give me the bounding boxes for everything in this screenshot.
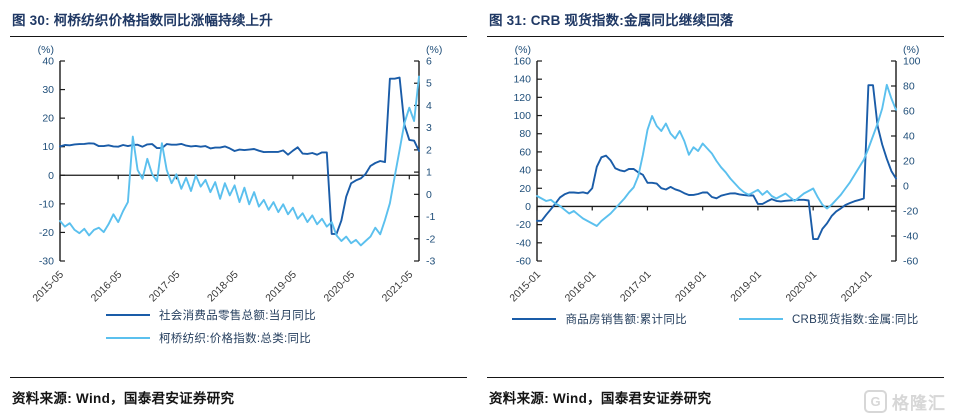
figure-30-title: 图 30: 柯桥纺织价格指数同比涨幅持续上升: [10, 0, 467, 37]
legend-line-swatch-light: [106, 336, 150, 340]
svg-text:30: 30: [42, 84, 54, 96]
svg-text:120: 120: [513, 92, 531, 104]
svg-text:20: 20: [903, 156, 915, 168]
svg-text:2016-05: 2016-05: [89, 269, 125, 305]
svg-text:-10: -10: [39, 198, 54, 210]
figure-30-legend: 社会消费品零售总额:当月同比 柯桥纺织:价格指数:总类:同比: [106, 307, 467, 346]
svg-text:60: 60: [519, 146, 531, 158]
svg-text:-40: -40: [516, 237, 531, 249]
svg-text:-60: -60: [903, 256, 918, 268]
svg-text:80: 80: [903, 81, 915, 93]
svg-text:2016-01: 2016-01: [563, 269, 599, 305]
svg-text:-60: -60: [516, 256, 531, 268]
legend-line-swatch-dark: [106, 313, 150, 317]
svg-text:2020-05: 2020-05: [321, 269, 357, 305]
legend-label: 社会消费品零售总额:当月同比: [159, 310, 316, 322]
svg-text:10: 10: [42, 141, 54, 153]
svg-text:-20: -20: [903, 206, 918, 218]
source-note-left: 资料来源: Wind，国泰君安证券研究: [10, 377, 467, 418]
line-chart-crb-metals: -60 -40 -20 0 20 40 60 80 100 120 140 160 -60 -40 -20 0…: [507, 44, 921, 305]
svg-text:(%): (%): [903, 44, 919, 56]
svg-text:20: 20: [519, 183, 531, 195]
figure-31-title: 图 31: CRB 现货指数:金属同比继续回落: [487, 0, 944, 37]
svg-text:80: 80: [519, 128, 531, 140]
svg-text:2018-05: 2018-05: [205, 269, 241, 305]
figure-30-chart-area: -30 -20 -10 0 10 20 30 40 -3 -2 -1 0 1 2 3 4 5 6 (%) (%) 201…: [10, 39, 467, 305]
svg-text:4: 4: [426, 100, 432, 112]
svg-text:0: 0: [426, 189, 432, 201]
svg-text:2015-01: 2015-01: [507, 269, 543, 305]
svg-text:100: 100: [513, 110, 531, 122]
source-text: 资料来源: Wind，国泰君安证券研究: [489, 391, 712, 406]
svg-text:2021-05: 2021-05: [380, 269, 416, 305]
legend-label: 商品房销售额:累计同比: [565, 314, 687, 326]
svg-text:2021-01: 2021-01: [839, 269, 875, 305]
source-text: 资料来源: Wind，国泰君安证券研究: [12, 391, 235, 406]
legend-item-housing-sales: 商品房销售额:累计同比: [512, 311, 687, 327]
legend-item-keqiao-textile: 柯桥纺织:价格指数:总类:同比: [106, 330, 467, 346]
svg-text:-40: -40: [903, 231, 918, 243]
svg-text:40: 40: [42, 56, 54, 68]
svg-text:(%): (%): [426, 44, 442, 56]
svg-text:1: 1: [426, 167, 432, 179]
svg-text:6: 6: [426, 56, 432, 68]
svg-text:40: 40: [903, 131, 915, 143]
svg-text:-20: -20: [516, 219, 531, 231]
svg-text:-2: -2: [426, 233, 435, 245]
legend-line-swatch-dark: [512, 317, 557, 321]
svg-text:2017-05: 2017-05: [147, 269, 183, 305]
legend-line-swatch-light: [738, 317, 783, 321]
svg-text:0: 0: [525, 201, 531, 213]
svg-text:-30: -30: [39, 256, 54, 268]
svg-text:2020-01: 2020-01: [784, 269, 820, 305]
legend-item-retail-sales: 社会消费品零售总额:当月同比: [106, 307, 467, 323]
svg-text:40: 40: [519, 165, 531, 177]
svg-text:140: 140: [513, 74, 531, 86]
legend-label: CRB现货指数:金属:同比: [791, 314, 919, 326]
svg-text:20: 20: [42, 113, 54, 125]
svg-text:2019-05: 2019-05: [263, 269, 299, 305]
svg-text:0: 0: [48, 170, 54, 182]
svg-text:2: 2: [426, 144, 432, 156]
svg-text:-3: -3: [426, 256, 435, 268]
svg-text:100: 100: [903, 56, 921, 68]
figure-31-legend: 商品房销售额:累计同比 CRB现货指数:金属:同比: [487, 311, 944, 327]
svg-text:0: 0: [903, 181, 909, 193]
svg-text:5: 5: [426, 78, 432, 90]
figure-31-panel: 图 31: CRB 现货指数:金属同比继续回落 -60 -40 -20 0 20 40 60…: [477, 0, 954, 418]
svg-text:2019-01: 2019-01: [728, 269, 764, 305]
svg-text:2017-01: 2017-01: [618, 269, 654, 305]
svg-text:2018-01: 2018-01: [673, 269, 709, 305]
legend-label: 柯桥纺织:价格指数:总类:同比: [159, 333, 312, 345]
source-note-right: 资料来源: Wind，国泰君安证券研究: [487, 377, 944, 418]
svg-text:60: 60: [903, 106, 915, 118]
figure-31-chart-area: -60 -40 -20 0 20 40 60 80 100 120 140 160 -60 -40 -20 0…: [487, 39, 944, 305]
svg-text:-20: -20: [39, 227, 54, 239]
svg-text:2015-05: 2015-05: [30, 269, 66, 305]
figure-30-panel: 图 30: 柯桥纺织价格指数同比涨幅持续上升 -30 -20 -10 0 10 20 30 4…: [10, 0, 467, 418]
svg-text:3: 3: [426, 122, 432, 134]
legend-item-crb-metals: CRB现货指数:金属:同比: [738, 311, 919, 327]
svg-text:(%): (%): [515, 44, 531, 56]
svg-text:160: 160: [513, 56, 531, 68]
svg-text:(%): (%): [38, 44, 54, 56]
svg-text:-1: -1: [426, 211, 435, 223]
